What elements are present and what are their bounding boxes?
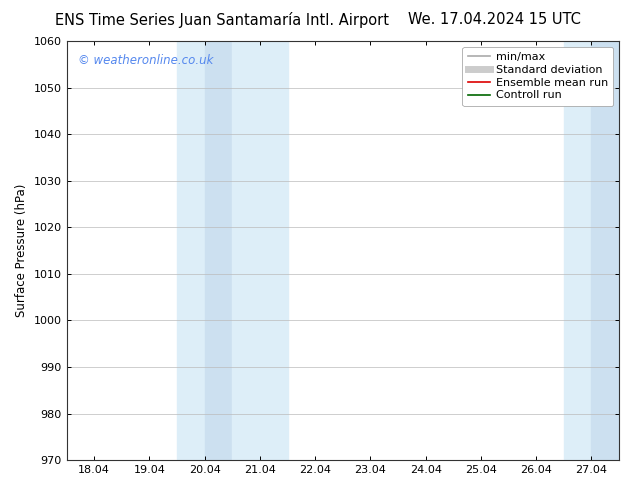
Text: © weatheronline.co.uk: © weatheronline.co.uk <box>77 53 213 67</box>
Y-axis label: Surface Pressure (hPa): Surface Pressure (hPa) <box>15 184 28 318</box>
Legend: min/max, Standard deviation, Ensemble mean run, Controll run: min/max, Standard deviation, Ensemble me… <box>462 47 614 106</box>
Bar <box>592 41 619 460</box>
Bar <box>177 41 205 460</box>
Bar <box>205 41 232 460</box>
Bar <box>232 41 288 460</box>
Text: We. 17.04.2024 15 UTC: We. 17.04.2024 15 UTC <box>408 12 581 27</box>
Bar <box>564 41 592 460</box>
Text: ENS Time Series Juan Santamaría Intl. Airport: ENS Time Series Juan Santamaría Intl. Ai… <box>55 12 389 28</box>
